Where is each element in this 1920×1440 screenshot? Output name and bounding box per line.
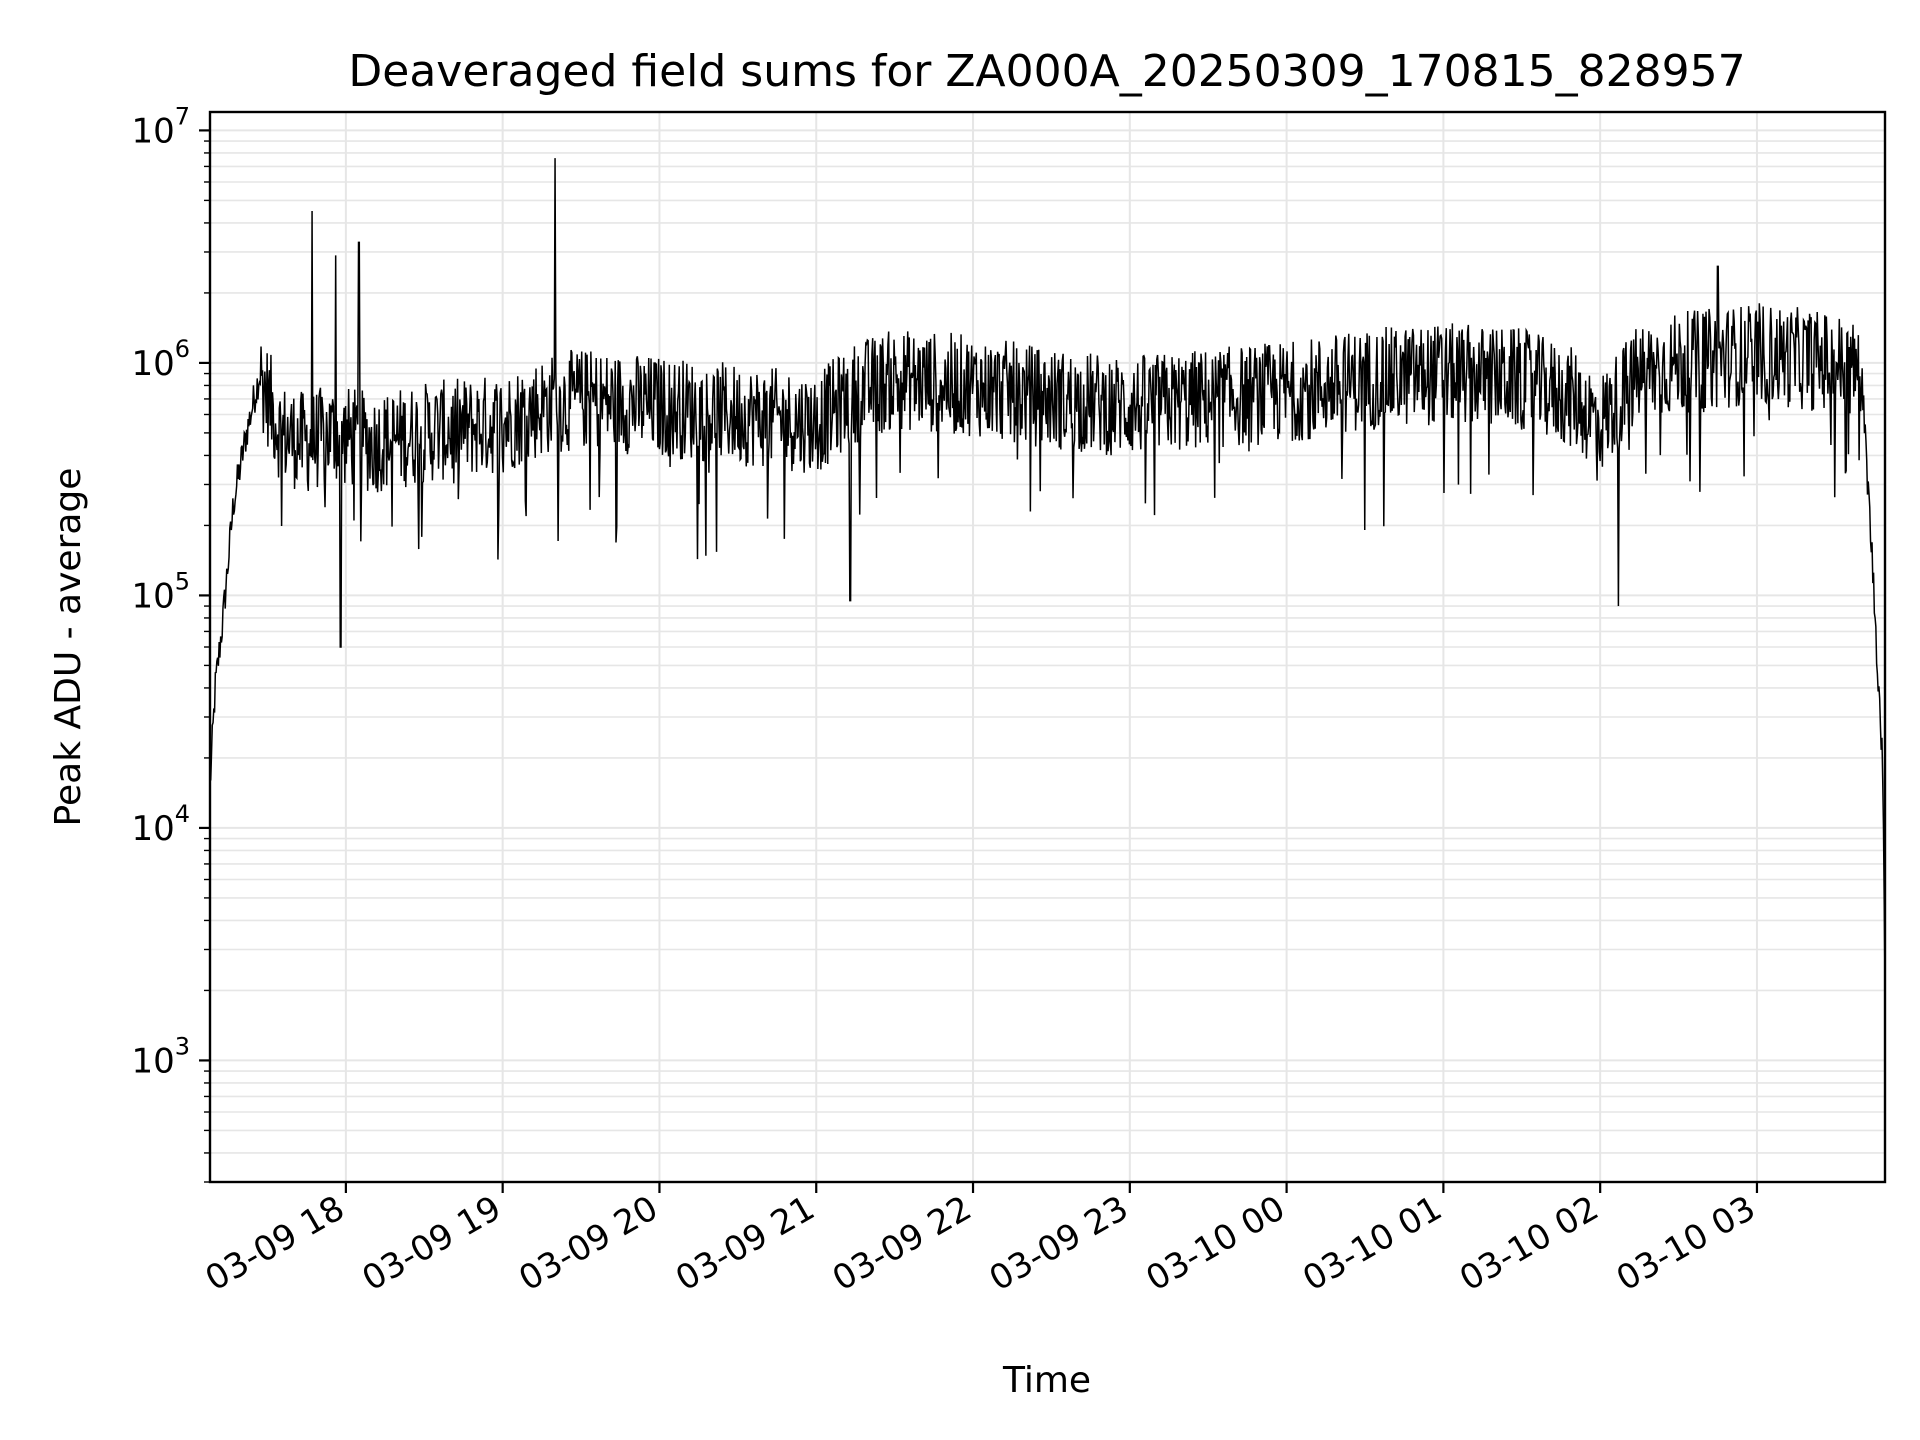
x-tick-label: 03-09 22	[826, 1188, 978, 1299]
chart-title: Deaveraged field sums for ZA000A_2025030…	[348, 46, 1745, 97]
y-tick-label-base: 10	[131, 1041, 174, 1081]
grid	[210, 112, 1885, 1183]
y-tick-label-base: 10	[131, 344, 174, 384]
x-tick-label: 03-09 23	[983, 1188, 1135, 1299]
x-tick-label: 03-10 03	[1610, 1188, 1762, 1299]
y-tick-label-base: 10	[131, 809, 174, 849]
y-tick-label-exponent: 4	[175, 800, 190, 828]
y-tick-label: 104	[131, 800, 190, 849]
series-line	[209, 158, 1886, 984]
x-axis-label: Time	[1002, 1360, 1091, 1401]
x-tick-label: 03-09 18	[199, 1188, 351, 1299]
series-layer	[209, 158, 1886, 984]
y-tick-label: 105	[131, 567, 190, 616]
x-tick-label: 03-10 00	[1140, 1188, 1292, 1299]
y-tick-label: 107	[131, 102, 190, 151]
y-tick-label-exponent: 3	[175, 1032, 190, 1060]
x-tick-label: 03-10 02	[1453, 1188, 1605, 1299]
x-tick-label: 03-09 21	[669, 1188, 821, 1299]
y-tick-label-base: 10	[131, 576, 174, 616]
y-tick-label-exponent: 5	[175, 567, 190, 595]
y-axis-label: Peak ADU - average	[48, 468, 89, 827]
y-tick-label-exponent: 7	[175, 102, 190, 130]
y-tick-label: 103	[131, 1032, 190, 1081]
y-tick-label: 106	[131, 335, 190, 384]
x-tick-label: 03-10 01	[1296, 1188, 1448, 1299]
x-tick-label: 03-09 20	[512, 1188, 664, 1299]
y-tick-label-exponent: 6	[175, 335, 190, 363]
x-tick-label: 03-09 19	[356, 1188, 508, 1299]
y-tick-label-base: 10	[131, 111, 174, 151]
